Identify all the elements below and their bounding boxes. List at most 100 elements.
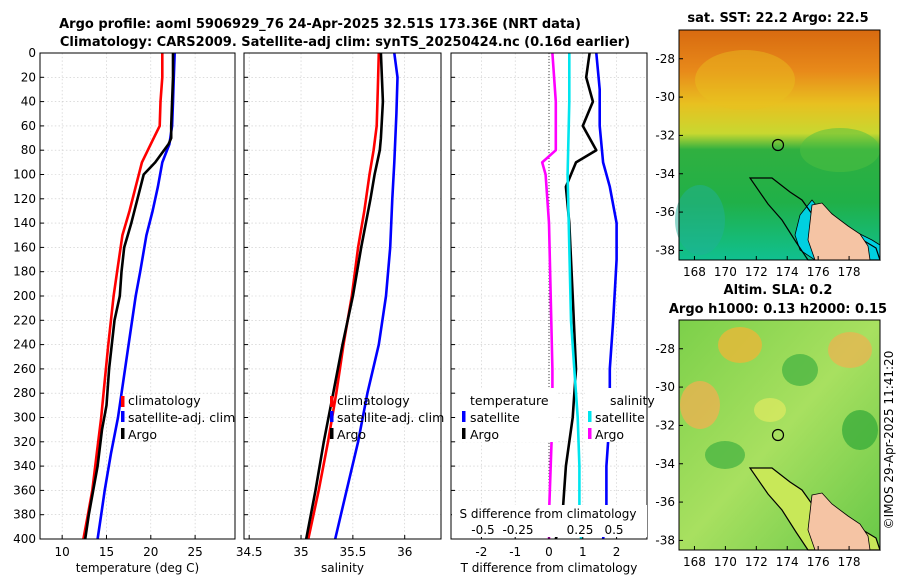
x-tick-label: 0 xyxy=(545,545,553,559)
sla-patch xyxy=(705,441,745,469)
legend-swatch-argo xyxy=(121,428,125,439)
map-y-tick-label: -28 xyxy=(655,52,675,66)
map-y-tick-label: -30 xyxy=(655,380,675,394)
legend-label: satellite xyxy=(595,410,645,425)
map-y-tick-label: -28 xyxy=(655,342,675,356)
sla-patch xyxy=(754,398,786,422)
map-y-tick-label: -36 xyxy=(655,205,675,219)
sst-contour xyxy=(748,177,881,261)
legend-swatch-s-argo xyxy=(588,428,592,439)
sla-map-ticks: 168 170 172 174 176 178 -28 -30 -32 -34 -36 -38 xyxy=(655,342,860,569)
y-tick-label: 300 xyxy=(13,411,36,425)
legend-label: Argo xyxy=(470,427,499,442)
map-x-tick-label: 178 xyxy=(838,555,861,569)
series-salinity-argo xyxy=(540,52,558,539)
sla-patch xyxy=(842,410,878,450)
title-line1: Argo profile: aoml 5906929_76 24-Apr-202… xyxy=(59,17,581,32)
sst-patch xyxy=(675,185,725,255)
temperature-legend: climatology satellite-adj. clim Argo xyxy=(121,393,235,442)
map-y-tick-label: -32 xyxy=(655,418,675,432)
map-x-tick-label: 178 xyxy=(838,265,861,279)
map-x-tick-label: 172 xyxy=(745,265,768,279)
y-tick-label: 340 xyxy=(13,459,36,473)
map-y-tick-label: -34 xyxy=(655,457,675,471)
legend-label: satellite-adj. clim xyxy=(337,410,444,425)
grid xyxy=(244,52,441,540)
y-tick-label: 40 xyxy=(21,95,36,109)
series-climatology xyxy=(307,52,381,540)
legend-label: Argo xyxy=(128,427,157,442)
legend-label: satellite-adj. clim xyxy=(128,410,235,425)
x-tick-label: 15 xyxy=(99,545,114,559)
sla-patch xyxy=(680,381,720,429)
sla-patch xyxy=(718,327,762,363)
series-temperature-satellite xyxy=(595,52,618,540)
sla-land xyxy=(807,492,871,551)
x-tick-label: 2 xyxy=(613,545,621,559)
legend-label: Argo xyxy=(337,427,366,442)
series-temperature-argo xyxy=(554,52,598,540)
y-tick-label: 240 xyxy=(13,338,36,352)
legend-bg xyxy=(585,388,645,442)
sla-patch xyxy=(828,332,872,368)
x-tick-label: -2 xyxy=(475,545,487,559)
sst-map-title: sat. SST: 22.2 Argo: 22.5 xyxy=(687,11,868,26)
sst-map-frame xyxy=(678,29,881,261)
salinity-legend: climatology satellite-adj. clim Argo xyxy=(330,393,444,442)
s-axis-bg xyxy=(452,505,647,537)
salinity-panel: 34.5 35 35.5 36 salinity xyxy=(236,52,442,575)
y-tick-label: 100 xyxy=(13,168,36,182)
sla-map-frame xyxy=(678,319,881,551)
legend-swatch-climatology xyxy=(330,396,334,407)
series-satellite-adj-clim xyxy=(333,52,399,540)
y-tick-label: 0 xyxy=(28,46,36,60)
y-tick-label: 80 xyxy=(21,143,36,157)
s-axis-label: S difference from climatology xyxy=(460,507,637,521)
legend-swatch-satellite xyxy=(121,411,125,422)
legend-swatch-t-argo xyxy=(462,428,466,439)
argo-location-marker xyxy=(771,138,785,152)
legend-swatch-satellite xyxy=(330,411,334,422)
legend-swatch-argo xyxy=(330,428,334,439)
series-argo xyxy=(304,52,385,540)
legend-label: satellite xyxy=(470,410,520,425)
map-x-tick-label: 176 xyxy=(807,555,830,569)
map-x-tick-label: 172 xyxy=(745,555,768,569)
series-argo xyxy=(83,53,175,540)
x-tick-label: 34.5 xyxy=(236,545,263,559)
legend-swatch-climatology xyxy=(121,396,125,407)
map-y-tick-label: -30 xyxy=(655,90,675,104)
s-tick: 0.5 xyxy=(604,523,623,537)
difference-legend: temperature satellite Argo salinity sate… xyxy=(458,388,655,442)
y-tick-label: 60 xyxy=(21,119,36,133)
sla-map-title2: Argo h1000: 0.13 h2000: 0.15 xyxy=(669,302,887,317)
sst-patch xyxy=(695,50,795,110)
map-x-tick-label: 168 xyxy=(683,555,706,569)
x-tick-label: 35.5 xyxy=(340,545,367,559)
s-tick: -0.5 xyxy=(471,523,494,537)
argo-location-marker xyxy=(771,428,785,442)
s-tick: 0.25 xyxy=(567,523,594,537)
legend-swatch-t-satellite xyxy=(462,411,466,422)
legend-label: climatology xyxy=(337,393,410,408)
map-y-tick-label: -38 xyxy=(655,533,675,547)
x-axis-label: temperature (deg C) xyxy=(76,561,199,575)
y-tick-label: 220 xyxy=(13,313,36,327)
title-line2: Climatology: CARS2009. Satellite-adj cli… xyxy=(60,35,630,50)
x-tick-label: 1 xyxy=(579,545,587,559)
y-tick-label: 140 xyxy=(13,216,36,230)
x-tick-label: 36 xyxy=(397,545,412,559)
sla-patch xyxy=(782,354,818,386)
map-y-tick-label: -34 xyxy=(655,167,675,181)
y-tick-label: 380 xyxy=(13,508,36,522)
x-axis-label: salinity xyxy=(321,561,364,575)
legend-bg xyxy=(458,388,556,442)
x-tick-label: 35 xyxy=(293,545,308,559)
y-tick-label: 260 xyxy=(13,362,36,376)
y-tick-label: 200 xyxy=(13,289,36,303)
temperature-panel: 10 15 20 25 temperature (deg C) 0 20 40 60 80 100 1… xyxy=(13,46,236,575)
legend-swatch-s-satellite xyxy=(588,411,592,422)
s-tick: -0.25 xyxy=(502,523,533,537)
legend-title-temperature: temperature xyxy=(470,393,549,408)
